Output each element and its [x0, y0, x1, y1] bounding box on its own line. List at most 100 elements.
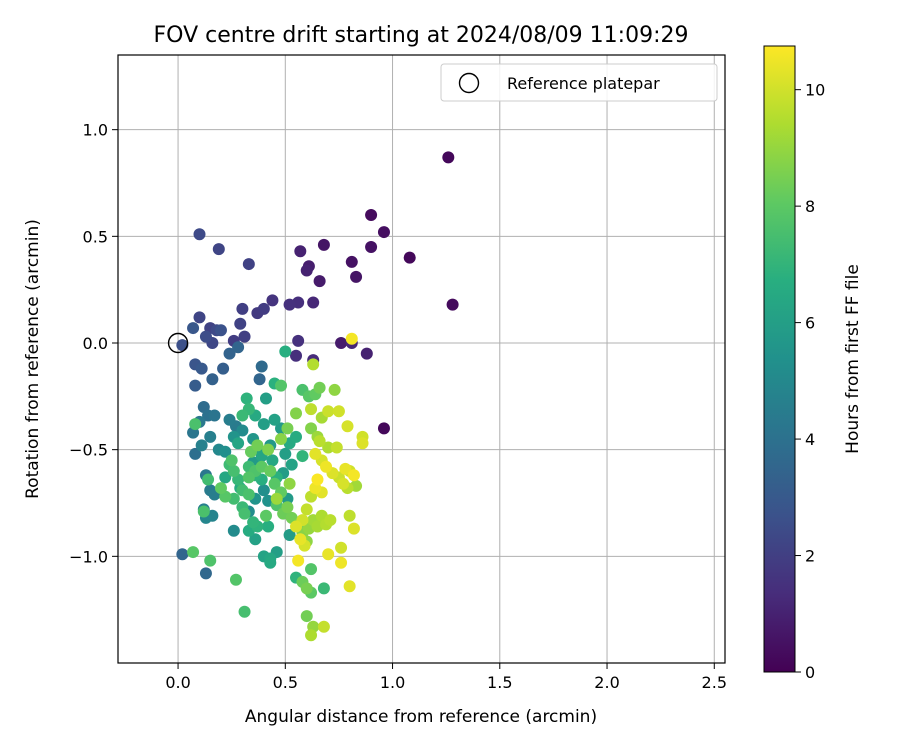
scatter-point — [343, 509, 356, 522]
scatter-point — [212, 243, 225, 256]
scatter-point — [176, 548, 189, 561]
scatter-point — [281, 422, 294, 435]
scatter-point — [204, 554, 217, 567]
chart-title: FOV centre drift starting at 2024/08/09 … — [154, 23, 689, 48]
scatter-point — [356, 437, 369, 450]
scatter-point — [343, 580, 356, 593]
scatter-point — [292, 554, 305, 567]
x-tick-label: 2.0 — [594, 673, 619, 692]
scatter-point — [255, 360, 268, 373]
colorbar-tick-label: 2 — [805, 547, 815, 566]
scatter-point — [345, 332, 358, 345]
y-tick-label: −0.5 — [69, 441, 108, 460]
scatter-point — [347, 522, 360, 535]
scatter-point — [240, 392, 253, 405]
scatter-point — [202, 473, 215, 486]
scatter-point — [335, 556, 348, 569]
colorbar-ticks: 0 2 4 6 8 10 — [795, 81, 825, 682]
scatter-point — [242, 258, 255, 271]
scatter-point — [193, 311, 206, 324]
plot-frame — [117, 54, 726, 664]
scatter-point — [290, 520, 303, 533]
y-axis-ticks: −1.0 −0.5 0.0 0.5 1.0 — [69, 121, 118, 566]
scatter-point — [322, 441, 335, 454]
scatter-point — [317, 238, 330, 251]
y-axis-label: Rotation from reference (arcmin) — [23, 219, 43, 499]
scatter-point — [322, 405, 335, 418]
scatter-point — [229, 573, 242, 586]
scatter-point — [313, 435, 326, 448]
scatter-point — [339, 462, 352, 475]
y-tick-label: −1.0 — [69, 547, 108, 566]
scatter-point — [307, 296, 320, 309]
scatter-point — [337, 477, 350, 490]
scatter-point — [300, 264, 313, 277]
scatter-point — [225, 454, 238, 467]
scatter-point — [279, 447, 292, 460]
scatter-point — [335, 541, 348, 554]
scatter-point — [305, 422, 318, 435]
scatter-point — [294, 533, 307, 546]
scatter-point — [345, 255, 358, 268]
scatter-point — [377, 422, 390, 435]
scatter-point — [332, 405, 345, 418]
scatter-point — [279, 345, 292, 358]
scatter-point — [377, 226, 390, 239]
scatter-point — [266, 454, 279, 467]
scatter-point — [311, 473, 324, 486]
scatter-point — [446, 298, 459, 311]
scatter-point — [275, 379, 288, 392]
scatter-point — [335, 337, 348, 349]
x-tick-label: 0.0 — [165, 673, 190, 692]
scatter-point — [223, 347, 236, 360]
scatter-point — [199, 567, 212, 580]
colorbar-gradient — [763, 45, 796, 673]
scatter-point — [219, 445, 232, 458]
scatter-point — [290, 349, 303, 362]
scatter-point — [270, 492, 283, 505]
scatter-point — [189, 418, 202, 431]
scatter-point — [305, 629, 318, 642]
x-tick-label: 0.5 — [273, 673, 298, 692]
scatter-point — [242, 471, 255, 484]
scatter-point — [257, 484, 270, 497]
y-tick-label: 0.0 — [83, 334, 108, 353]
scatter-point — [247, 516, 260, 529]
x-tick-label: 1.5 — [487, 673, 512, 692]
scatter-point — [290, 430, 303, 443]
scatter-point — [322, 548, 335, 561]
scatter-point — [236, 424, 249, 437]
scatter-point — [227, 465, 240, 477]
scatter-point — [257, 418, 270, 431]
scatter-point — [292, 334, 305, 347]
scatter-point — [317, 620, 330, 633]
scatter-point — [214, 482, 227, 495]
x-axis-label: Angular distance from reference (arcmin) — [245, 707, 597, 727]
scatter-point — [232, 341, 245, 354]
scatter-point — [189, 447, 202, 460]
scatter-point — [403, 251, 416, 264]
scatter-point — [214, 324, 227, 337]
scatter-point — [313, 275, 326, 288]
scatter-point — [204, 430, 217, 443]
scatter-point — [195, 439, 208, 452]
grid — [118, 55, 725, 663]
scatter-point — [300, 503, 313, 516]
colorbar: 0 2 4 6 8 10 Hours from first FF file — [763, 45, 863, 682]
scatter-point — [195, 362, 208, 375]
scatter-point — [300, 582, 313, 595]
scatter-point — [223, 413, 236, 426]
legend: Reference platepar — [440, 63, 718, 102]
x-tick-label: 1.0 — [380, 673, 405, 692]
scatter-point — [317, 582, 330, 595]
scatter-point — [330, 441, 343, 454]
scatter-point — [300, 610, 313, 623]
legend-box — [440, 63, 718, 102]
scatter-point — [236, 409, 249, 422]
reference-platepar-marker — [167, 332, 189, 354]
scatter-point — [257, 302, 270, 315]
open-circle-marker-icon — [458, 72, 480, 94]
scatter-point — [283, 529, 296, 541]
scatter-point — [442, 151, 455, 164]
